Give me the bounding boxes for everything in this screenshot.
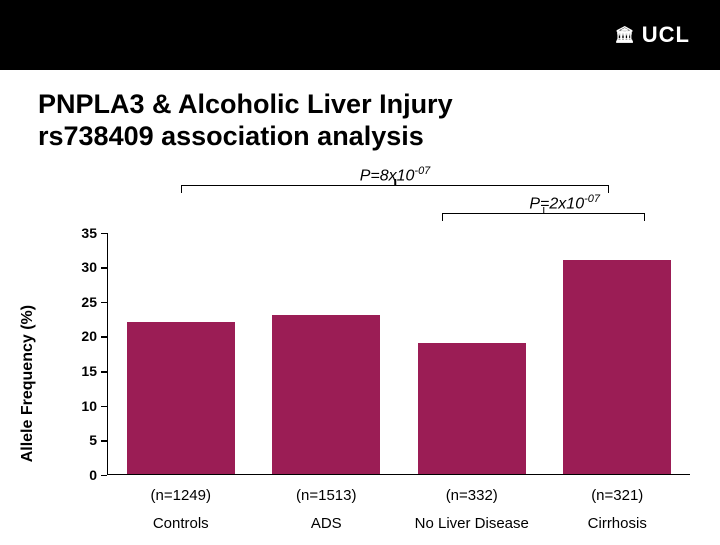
y-tick [101,475,107,477]
x-label-name: Cirrhosis [545,515,691,533]
p-value-outer: P=8x10-07 [110,165,680,195]
x-label-name: No Liver Disease [399,515,545,533]
p-value-inner-label: P=2x10-07 [390,193,680,213]
bracket-outer [181,185,609,193]
x-label-name: ADS [254,515,400,533]
x-label: (n=1513) ADS [254,479,400,545]
x-axis-labels: (n=1249) Controls(n=1513) ADS (n=332) No Liv… [108,479,690,545]
slide-title: PNPLA3 & Alcoholic Liver Injury rs738409… [0,70,720,159]
y-tick-label: 25 [81,294,97,310]
x-label-name: Controls [108,515,254,533]
x-label: (n=332) No Liver Disease [399,479,545,545]
bar [127,322,235,473]
x-label-n: (n=321) [545,487,691,505]
y-tick [101,371,107,373]
bar-slot [254,233,400,474]
bar-slot [399,233,545,474]
y-tick-label: 5 [89,432,97,448]
x-label-n: (n=1249) [108,487,254,505]
p-value-inner: P=2x10-07 [390,193,680,213]
portico-icon: 🏛 [614,25,635,45]
y-tick-label: 30 [81,259,97,275]
y-tick [101,440,107,442]
plot-area [108,233,690,475]
y-tick-label: 15 [81,363,97,379]
y-tick [101,267,107,269]
y-tick-label: 10 [81,398,97,414]
bar [272,315,380,473]
y-axis-label: Allele Frequency (%) [19,305,37,462]
y-tick [101,233,107,235]
header-bar: 🏛 UCL [0,0,720,70]
bar-slot [108,233,254,474]
bar [418,343,526,474]
logo-text: UCL [642,22,690,48]
bar [563,260,671,473]
title-line-1: PNPLA3 & Alcoholic Liver Injury [38,88,682,120]
x-label-n: (n=1513) [254,487,400,505]
chart-region: P=8x10-07 P=2x10-07 Allele Frequency (%)… [20,165,700,545]
x-label: (n=321) Cirrhosis [545,479,691,545]
y-tick-label: 35 [81,225,97,241]
title-line-2: rs738409 association analysis [38,120,682,152]
x-label: (n=1249) Controls [108,479,254,545]
bracket-inner [442,213,645,221]
y-axis: 05101520253035 [78,233,108,475]
bar-slot [545,233,691,474]
plot-wrap: Allele Frequency (%) 05101520253035 (n=1… [20,233,700,545]
y-tick [101,302,107,304]
ucl-logo: 🏛 UCL [614,22,690,48]
y-tick [101,336,107,338]
x-label-n: (n=332) [399,487,545,505]
y-tick [101,406,107,408]
y-tick-label: 20 [81,328,97,344]
bars-container [108,233,690,474]
y-tick-label: 0 [89,467,97,483]
